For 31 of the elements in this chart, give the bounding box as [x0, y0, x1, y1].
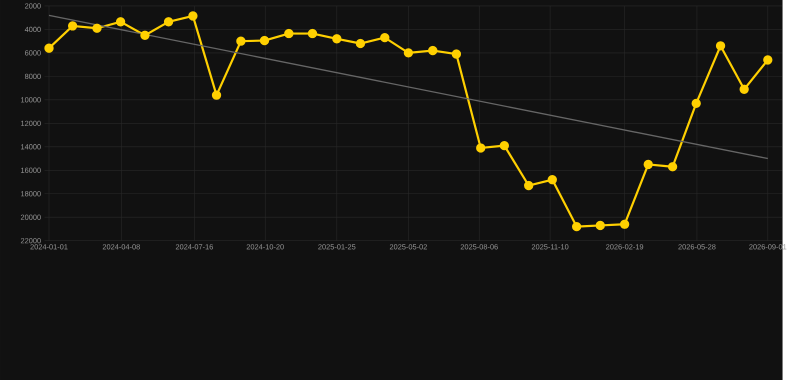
- point: [404, 48, 414, 58]
- point: [140, 30, 150, 40]
- point: [452, 49, 462, 59]
- point: [692, 98, 701, 108]
- point: [716, 41, 726, 50]
- point: [332, 34, 342, 44]
- point: [428, 46, 438, 56]
- point: [524, 180, 534, 190]
- point: [164, 16, 174, 26]
- point: [596, 220, 605, 230]
- point: [260, 36, 270, 46]
- point: [236, 36, 246, 46]
- point: [284, 28, 294, 38]
- point: [644, 160, 653, 169]
- point: [763, 55, 772, 64]
- point: [500, 140, 509, 150]
- point: [620, 219, 630, 229]
- point: [188, 11, 198, 20]
- point: [68, 21, 78, 30]
- point: [212, 90, 222, 100]
- point: [308, 28, 318, 38]
- point: [92, 23, 102, 33]
- point: [572, 222, 582, 232]
- point: [476, 143, 486, 152]
- point: [116, 16, 126, 26]
- point: [548, 174, 557, 184]
- point: [356, 38, 366, 48]
- point: [668, 162, 678, 172]
- point: [44, 43, 54, 53]
- point: [740, 84, 749, 94]
- point: [380, 32, 390, 42]
